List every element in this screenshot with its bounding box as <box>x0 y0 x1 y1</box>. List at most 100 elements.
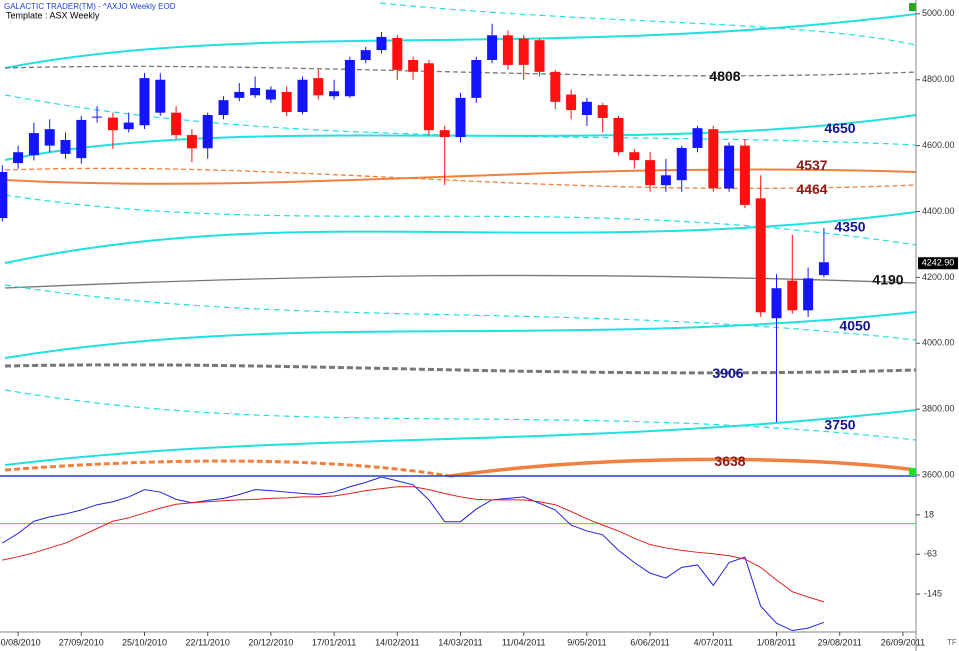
candle-body <box>392 37 403 70</box>
y-tick-label: 4000.00 <box>922 338 955 348</box>
corner-label: TF <box>947 638 957 647</box>
candle-body <box>518 38 529 65</box>
x-tick-label: 29/08/2011 <box>818 637 862 647</box>
indicator-line <box>2 477 825 632</box>
band-curve <box>4 363 917 375</box>
candle-body <box>376 36 387 51</box>
y-tick-label: 4800.00 <box>922 74 955 84</box>
candle-body <box>708 129 719 189</box>
last-price-label: 4242.90 <box>922 258 955 268</box>
candle-body <box>455 97 466 138</box>
candle-body <box>423 63 434 131</box>
y-tick-label: 18 <box>924 509 934 519</box>
candle-body <box>155 79 166 113</box>
band-curve <box>379 2 917 46</box>
band-curve <box>4 13 917 69</box>
candle-body <box>597 105 608 118</box>
band-curve <box>4 284 917 341</box>
candle-body <box>787 280 798 311</box>
candle-body <box>297 79 308 113</box>
x-tick-label: 22/11/2010 <box>186 637 230 647</box>
cycle-curves <box>4 2 917 478</box>
candle-body <box>408 59 419 72</box>
candle-body <box>44 129 55 146</box>
y-tick-label: 5000.00 <box>922 8 955 18</box>
candle-body <box>171 112 182 136</box>
candle-body <box>76 119 87 159</box>
candle-body <box>755 198 766 313</box>
level-label: 3638 <box>714 453 745 469</box>
x-tick-label: 17/01/2011 <box>312 637 356 647</box>
band-curve <box>4 311 917 359</box>
candle-body <box>660 175 671 186</box>
y-tick-label: 3800.00 <box>922 404 955 414</box>
y-tick-label: 3600.00 <box>922 469 955 479</box>
x-tick-label: 11/04/2011 <box>502 637 546 647</box>
level-label: 4537 <box>796 157 827 173</box>
band-curve <box>4 168 917 185</box>
band-curve <box>4 65 917 77</box>
corner-box <box>909 3 916 11</box>
x-tick-label: 27/09/2010 <box>59 637 104 647</box>
candle-body <box>566 94 577 111</box>
candle-body <box>234 91 245 98</box>
candle-body <box>218 100 229 115</box>
candle-body <box>629 152 640 161</box>
candle-body <box>724 145 735 189</box>
level-label: 4650 <box>824 120 855 136</box>
x-tick-label: 30/08/2010 <box>0 637 41 647</box>
x-tick-label: 26/09/2011 <box>881 637 925 647</box>
corner-box <box>909 468 916 476</box>
candle-body <box>28 133 39 156</box>
candle-body <box>344 59 355 97</box>
candle-body <box>739 145 750 205</box>
x-tick-label: 4/07/2011 <box>694 637 733 647</box>
candle-body <box>265 89 276 100</box>
candle-body <box>107 117 118 131</box>
x-tick-label: 9/05/2011 <box>567 637 606 647</box>
band-curve <box>4 459 451 478</box>
candle-body <box>581 101 592 115</box>
candle-body <box>803 278 814 311</box>
y-tick-label: -145 <box>924 588 942 598</box>
candle-body <box>329 91 340 97</box>
candle-body <box>281 91 292 113</box>
x-tick-label: 1/08/2011 <box>757 637 796 647</box>
band-curve <box>4 389 917 441</box>
level-label: 4808 <box>709 68 740 84</box>
y-tick-label: 4200.00 <box>922 272 955 282</box>
level-label: 4464 <box>796 181 827 197</box>
candle-body <box>186 135 197 149</box>
header-title: GALACTIC TRADER(TM) - ^AXJO Weekly EOD <box>4 2 176 11</box>
level-label: 3906 <box>712 365 743 381</box>
candle-body <box>692 128 703 148</box>
candle-body <box>13 152 24 164</box>
y-tick-label: 4400.00 <box>922 206 955 216</box>
candle-body <box>818 262 829 276</box>
level-label: 4350 <box>834 219 865 235</box>
candle-body <box>645 160 656 186</box>
level-label: 3750 <box>824 416 855 432</box>
candle-body <box>534 40 545 72</box>
candle-body <box>502 35 513 65</box>
candle-body <box>676 147 687 181</box>
x-tick-label: 25/10/2010 <box>122 637 167 647</box>
header-template: Template : ASX Weekly <box>6 10 100 20</box>
candle-body <box>313 78 324 96</box>
x-tick-label: 6/06/2011 <box>630 637 669 647</box>
x-tick-label: 14/02/2011 <box>375 637 419 647</box>
level-label: 4190 <box>872 271 903 287</box>
candle-body <box>613 117 624 153</box>
indicator-line <box>2 486 825 603</box>
candle-body <box>360 50 371 60</box>
candle-body <box>123 122 134 130</box>
level-label: 4050 <box>839 317 870 333</box>
candle-body <box>92 116 103 118</box>
candle-body <box>250 87 261 96</box>
band-curve <box>4 94 917 146</box>
band-curve <box>4 409 917 466</box>
candle-body <box>550 71 561 102</box>
band-curve <box>4 114 917 161</box>
candle-body <box>771 288 782 319</box>
